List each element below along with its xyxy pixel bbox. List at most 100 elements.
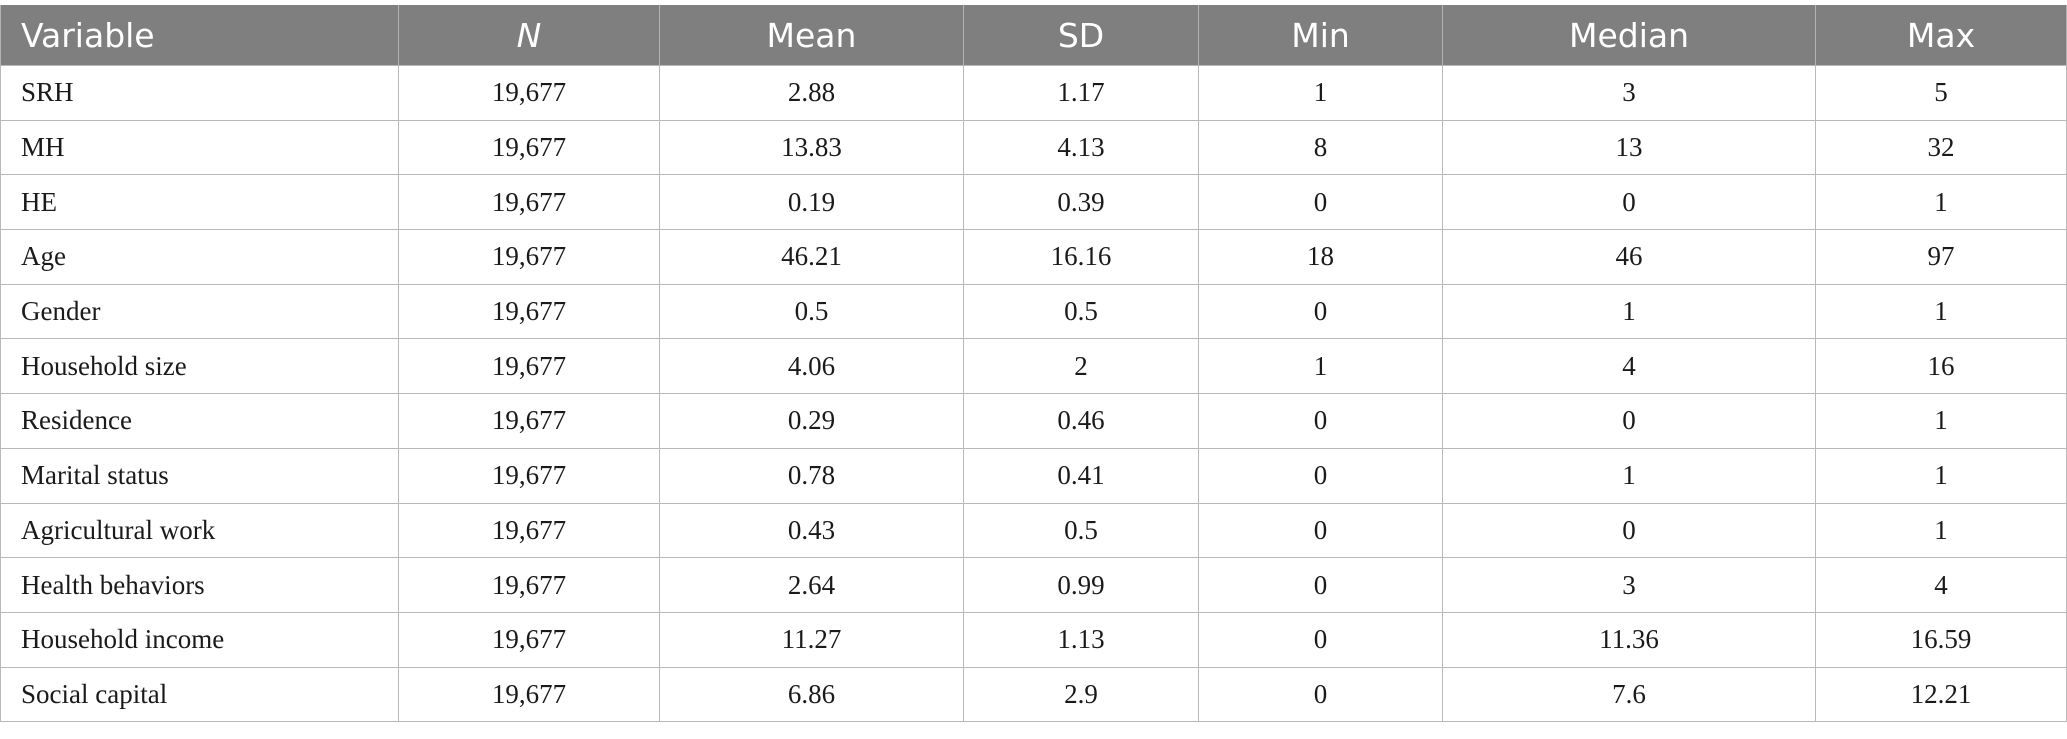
cell-min: 1 (1198, 338, 1443, 395)
cell-sd: 1.13 (963, 611, 1199, 668)
cell-median: 3 (1442, 65, 1816, 121)
table-row: Age 19,677 46.21 16.16 18 46 97 (0, 229, 2067, 285)
cell-max: 1 (1815, 283, 2067, 340)
cell-mean: 0.29 (659, 393, 964, 449)
cell-max: 5 (1815, 65, 2067, 121)
cell-variable: Household income (0, 611, 399, 668)
cell-median: 0 (1442, 174, 1816, 231)
cell-min: 0 (1198, 283, 1443, 340)
header-sd: SD (963, 5, 1199, 66)
cell-variable: Age (0, 229, 399, 285)
table-header: Variable N Mean SD Min Median Max (0, 5, 2067, 66)
cell-min: 8 (1198, 119, 1443, 176)
cell-min: 0 (1198, 502, 1443, 559)
header-mean: Mean (659, 5, 964, 66)
cell-max: 1 (1815, 393, 2067, 449)
cell-min: 0 (1198, 666, 1443, 723)
cell-mean: 0.19 (659, 174, 964, 231)
cell-n: 19,677 (398, 502, 660, 559)
cell-median: 13 (1442, 119, 1816, 176)
cell-mean: 4.06 (659, 338, 964, 395)
cell-sd: 0.41 (963, 447, 1199, 504)
table-row: HE 19,677 0.19 0.39 0 0 1 (0, 174, 2067, 231)
cell-max: 1 (1815, 174, 2067, 231)
cell-sd: 2.9 (963, 666, 1199, 723)
cell-sd: 0.5 (963, 502, 1199, 559)
cell-max: 97 (1815, 229, 2067, 285)
cell-sd: 1.17 (963, 65, 1199, 121)
cell-max: 4 (1815, 557, 2067, 613)
cell-mean: 0.78 (659, 447, 964, 504)
cell-variable: Household size (0, 338, 399, 395)
cell-n: 19,677 (398, 338, 660, 395)
table-row: MH 19,677 13.83 4.13 8 13 32 (0, 119, 2067, 176)
cell-median: 46 (1442, 229, 1816, 285)
table-row: Household size 19,677 4.06 2 1 4 16 (0, 338, 2067, 395)
cell-max: 32 (1815, 119, 2067, 176)
descriptive-statistics-table-container: Variable N Mean SD Min Median Max SRH 19,… (0, 5, 2067, 723)
cell-sd: 16.16 (963, 229, 1199, 285)
cell-n: 19,677 (398, 174, 660, 231)
cell-median: 0 (1442, 502, 1816, 559)
table-row: Agricultural work 19,677 0.43 0.5 0 0 1 (0, 502, 2067, 559)
cell-n: 19,677 (398, 283, 660, 340)
header-min: Min (1198, 5, 1443, 66)
cell-median: 1 (1442, 283, 1816, 340)
cell-median: 7.6 (1442, 666, 1816, 723)
cell-median: 0 (1442, 393, 1816, 449)
table-row: Marital status 19,677 0.78 0.41 0 1 1 (0, 447, 2067, 504)
header-median: Median (1442, 5, 1816, 66)
header-max: Max (1815, 5, 2067, 66)
cell-median: 3 (1442, 557, 1816, 613)
cell-variable: HE (0, 174, 399, 231)
cell-n: 19,677 (398, 557, 660, 613)
cell-mean: 2.88 (659, 65, 964, 121)
cell-min: 1 (1198, 65, 1443, 121)
cell-max: 16 (1815, 338, 2067, 395)
cell-max: 1 (1815, 502, 2067, 559)
table-row: SRH 19,677 2.88 1.17 1 3 5 (0, 65, 2067, 121)
cell-variable: Social capital (0, 666, 399, 723)
cell-variable: Agricultural work (0, 502, 399, 559)
header-n: N (398, 5, 660, 66)
cell-sd: 2 (963, 338, 1199, 395)
header-variable: Variable (0, 5, 399, 66)
cell-mean: 0.5 (659, 283, 964, 340)
cell-n: 19,677 (398, 65, 660, 121)
cell-n: 19,677 (398, 393, 660, 449)
cell-variable: SRH (0, 65, 399, 121)
cell-min: 0 (1198, 174, 1443, 231)
cell-variable: Residence (0, 393, 399, 449)
cell-min: 0 (1198, 447, 1443, 504)
header-row: Variable N Mean SD Min Median Max (0, 5, 2067, 66)
table-row: Social capital 19,677 6.86 2.9 0 7.6 12.21 (0, 666, 2067, 723)
cell-sd: 0.39 (963, 174, 1199, 231)
cell-max: 1 (1815, 447, 2067, 504)
table-row: Health behaviors 19,677 2.64 0.99 0 3 4 (0, 557, 2067, 613)
cell-mean: 46.21 (659, 229, 964, 285)
cell-max: 12.21 (1815, 666, 2067, 723)
cell-variable: Marital status (0, 447, 399, 504)
table-row: Household income 19,677 11.27 1.13 0 11.36 16.… (0, 611, 2067, 668)
cell-max: 16.59 (1815, 611, 2067, 668)
cell-n: 19,677 (398, 447, 660, 504)
cell-mean: 0.43 (659, 502, 964, 559)
cell-variable: Gender (0, 283, 399, 340)
cell-sd: 0.5 (963, 283, 1199, 340)
cell-n: 19,677 (398, 229, 660, 285)
table-body: SRH 19,677 2.88 1.17 1 3 5 MH 19,677 13.83 4.13 8 1… (0, 65, 2067, 723)
cell-min: 18 (1198, 229, 1443, 285)
cell-sd: 0.99 (963, 557, 1199, 613)
cell-median: 4 (1442, 338, 1816, 395)
cell-min: 0 (1198, 611, 1443, 668)
cell-sd: 4.13 (963, 119, 1199, 176)
cell-variable: Health behaviors (0, 557, 399, 613)
cell-min: 0 (1198, 557, 1443, 613)
cell-mean: 2.64 (659, 557, 964, 613)
cell-n: 19,677 (398, 119, 660, 176)
cell-sd: 0.46 (963, 393, 1199, 449)
descriptive-statistics-table: Variable N Mean SD Min Median Max SRH 19,… (0, 5, 2067, 723)
table-row: Gender 19,677 0.5 0.5 0 1 1 (0, 283, 2067, 340)
table-row: Residence 19,677 0.29 0.46 0 0 1 (0, 393, 2067, 449)
cell-median: 1 (1442, 447, 1816, 504)
